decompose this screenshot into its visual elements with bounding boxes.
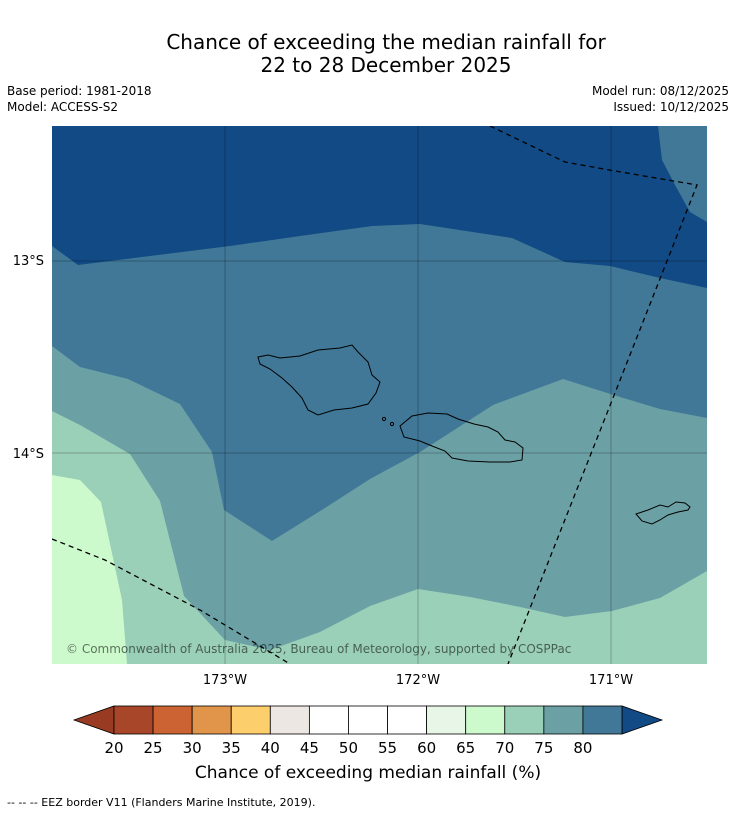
colorbar-tick-60: 60: [417, 739, 436, 757]
colorbar-tick-55: 55: [378, 739, 397, 757]
colorbar-tick-70: 70: [495, 739, 514, 757]
colorbar-segment-30: [191, 705, 232, 735]
lon-label-173w: 173°W: [203, 673, 247, 688]
islands: [257, 344, 691, 525]
colorbar-segment-70: [504, 705, 545, 735]
colorbar-tick-75: 75: [534, 739, 553, 757]
island-apolima: [389, 421, 395, 427]
colorbar-segment-20: [113, 705, 154, 735]
colorbar-segment-80: [582, 705, 623, 735]
band-60-65: [52, 475, 127, 664]
copyright-text: © Commonwealth of Australia 2025, Bureau…: [66, 642, 571, 656]
map-panel: © Commonwealth of Australia 2025, Bureau…: [52, 126, 707, 664]
colorbar-label: Chance of exceeding median rainfall (%): [195, 763, 541, 783]
colorbar-segment-35: [230, 705, 271, 735]
colorbar-tick-45: 45: [300, 739, 319, 757]
colorbar-segment-75: [543, 705, 584, 735]
colorbar-tick-30: 30: [183, 739, 202, 757]
island-tutuila: [635, 501, 691, 525]
band-70-75: [52, 346, 707, 664]
meta-right: Model run: 08/12/2025 Issued: 10/12/2025: [592, 83, 729, 115]
lon-label-172w: 172°W: [396, 673, 440, 688]
colorbar-over-arrow: [621, 705, 664, 735]
lat-label-13s: 13°S: [13, 254, 44, 269]
colorbar-segment-65: [465, 705, 506, 735]
title-line-2: 22 to 28 December 2025: [260, 53, 512, 77]
colorbar-segment-25: [152, 705, 193, 735]
title-line-1: Chance of exceeding the median rainfall …: [166, 30, 606, 54]
eez-footnote: -- -- -- EEZ border V11 (Flanders Marine…: [7, 796, 316, 809]
colorbar-tick-25: 25: [144, 739, 163, 757]
colorbar-segment-50: [348, 705, 388, 735]
island-savaii: [257, 344, 381, 416]
chart-title: Chance of exceeding the median rainfall …: [0, 31, 736, 77]
eez-border: [52, 126, 698, 664]
lat-label-14s: 14°S: [13, 447, 44, 462]
issued-date: Issued: 10/12/2025: [613, 100, 729, 114]
colorbar-segment-60: [426, 705, 467, 735]
meta-left: Base period: 1981-2018 Model: ACCESS-S2: [7, 83, 152, 115]
graticule: [52, 126, 707, 664]
model-name: Model: ACCESS-S2: [7, 100, 119, 114]
colorbar-tick-50: 50: [339, 739, 358, 757]
colorbar-segment-45: [308, 705, 349, 735]
lon-label-171w: 171°W: [589, 673, 633, 688]
colorbar-tick-65: 65: [456, 739, 475, 757]
colorbar-tick-40: 40: [261, 739, 280, 757]
colorbar-segment-40: [269, 705, 310, 735]
band-75-80-corner: [658, 126, 707, 222]
base-period: Base period: 1981-2018: [7, 84, 152, 98]
island-upolu: [399, 412, 524, 463]
colorbar: 20 25 30 35 40 45 50 55 60 65 70 75 80: [72, 705, 664, 757]
colorbar-tick-80: 80: [573, 739, 592, 757]
colorbar-tick-35: 35: [222, 739, 241, 757]
model-run: Model run: 08/12/2025: [591, 84, 729, 98]
eez-line-north: [489, 126, 698, 664]
colorbar-segment-55: [387, 705, 428, 735]
colorbar-under-arrow: [72, 705, 115, 735]
colorbar-tick-20: 20: [104, 739, 123, 757]
island-manono: [381, 416, 387, 422]
eez-line-southwest: [52, 538, 291, 664]
axis-labels: 13°S 14°S 173°W 172°W 171°W: [13, 254, 634, 688]
